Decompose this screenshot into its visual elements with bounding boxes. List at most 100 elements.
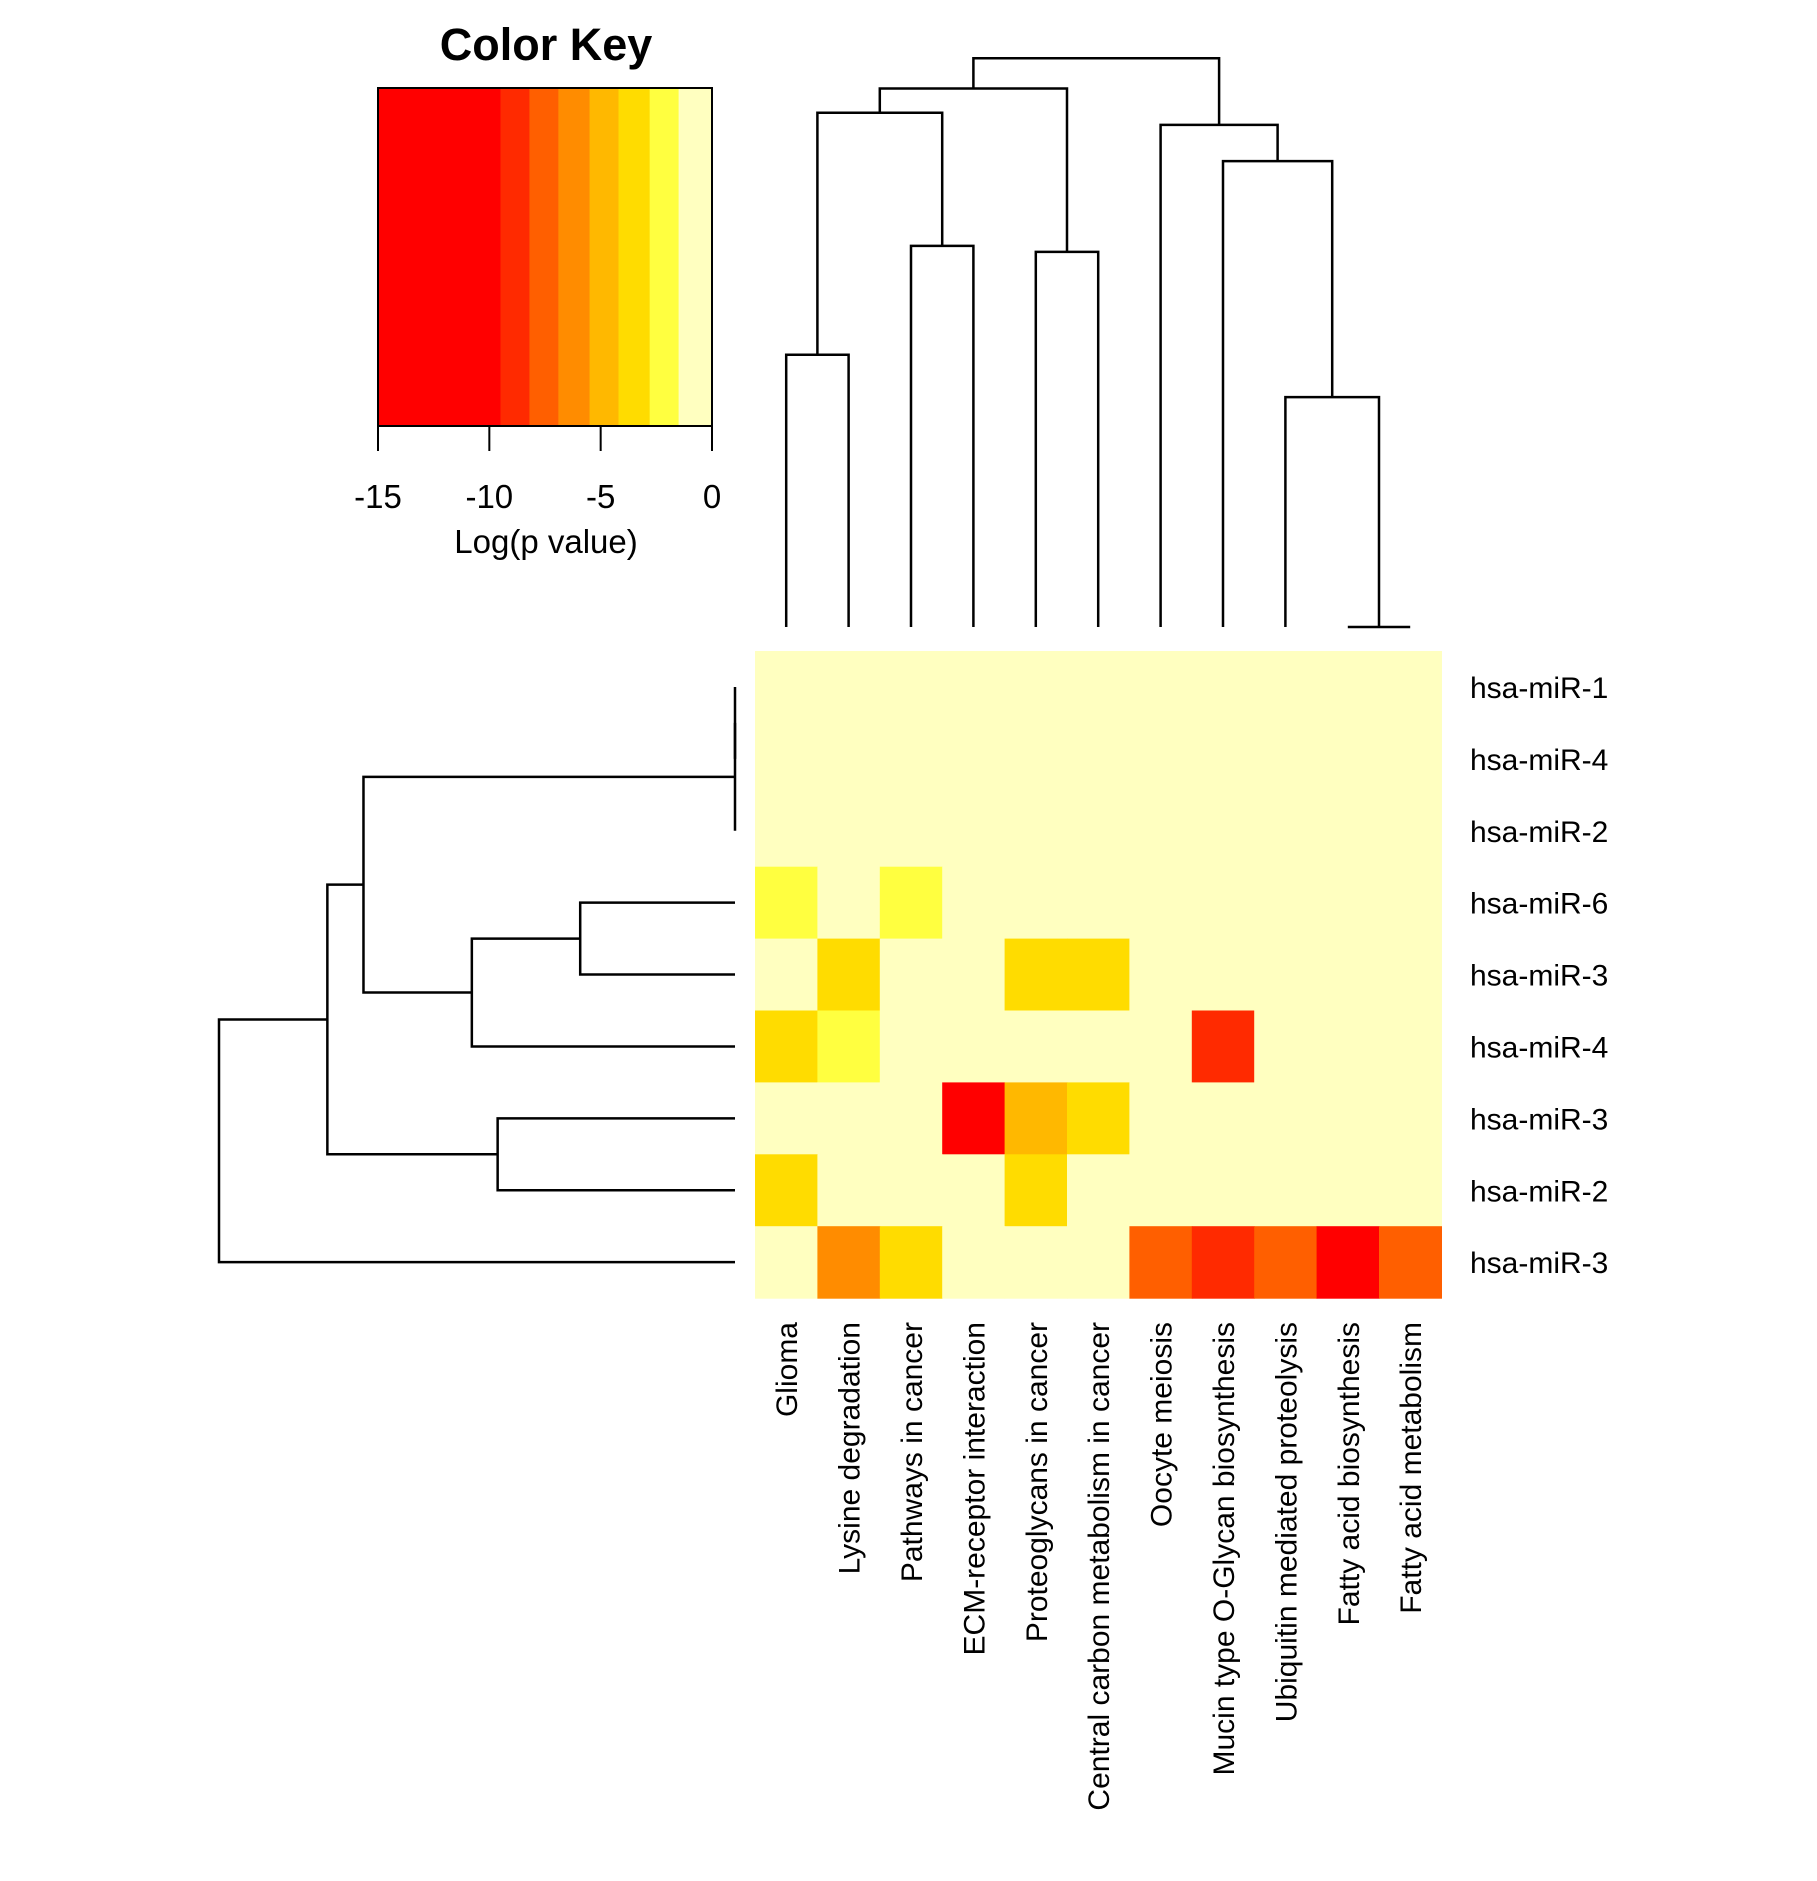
heatmap-cell xyxy=(1004,651,1068,724)
color-key-band xyxy=(589,88,619,426)
color-key-bands xyxy=(378,88,713,426)
heatmap-cell xyxy=(1254,722,1318,796)
column-label: Fatty acid metabolism xyxy=(1395,1322,1428,1614)
row-label: hsa-miR-6 xyxy=(1470,888,1608,921)
column-dendrogram-branch xyxy=(1221,159,1334,627)
heatmap-cell xyxy=(1254,866,1318,940)
heatmap-cell xyxy=(817,794,881,868)
heatmap-cell xyxy=(1067,1010,1130,1083)
row-dendrogram-branch xyxy=(470,937,735,1048)
heatmap-cell xyxy=(1254,1226,1318,1299)
heatmap-cell xyxy=(1067,1154,1130,1227)
heatmap-cell xyxy=(1067,651,1130,724)
heatmap-cell xyxy=(1254,1154,1318,1227)
heatmap-cell xyxy=(1129,1010,1193,1083)
heatmap-cell xyxy=(879,794,943,868)
column-label: Oocyte meiosis xyxy=(1146,1322,1179,1527)
color-key-band xyxy=(649,88,680,426)
column-dendrogram-branch xyxy=(784,353,850,627)
color-key-ticks: -15 -10 -5 0 xyxy=(354,425,721,515)
heatmap-cell xyxy=(1316,866,1380,940)
heatmap-cell xyxy=(817,1226,881,1299)
heatmap-cell xyxy=(1316,794,1380,868)
heatmap-cell xyxy=(879,651,943,724)
heatmap-cell xyxy=(1129,794,1193,868)
heatmap-cell xyxy=(817,1010,881,1083)
color-key-xlabel: Log(p value) xyxy=(454,523,637,560)
heatmap-cell xyxy=(1129,938,1193,1012)
heatmap-cell xyxy=(942,1226,1006,1299)
heatmap-cell xyxy=(1379,938,1442,1012)
heatmap-cell xyxy=(1067,794,1130,868)
row-label: hsa-miR-2 xyxy=(1470,1175,1608,1208)
color-key-tick-label: -5 xyxy=(586,478,615,515)
heatmap-cell xyxy=(1067,938,1130,1012)
heatmap-cell xyxy=(942,1010,1006,1083)
heatmap-cell xyxy=(1004,938,1068,1012)
color-key-band xyxy=(618,88,651,426)
column-label: Glioma xyxy=(771,1322,804,1417)
column-dendrogram-branch xyxy=(1284,395,1381,627)
column-label: ECM-receptor interaction xyxy=(958,1322,991,1655)
heatmap-cell xyxy=(1067,866,1130,940)
heatmap-cell xyxy=(1004,866,1068,940)
row-label: hsa-miR-3 xyxy=(1470,1247,1608,1280)
column-dendrogram-branch xyxy=(972,57,1221,125)
color-key-band xyxy=(558,88,591,426)
heatmap-cell xyxy=(1254,794,1318,868)
column-label: Lysine degradation xyxy=(834,1322,867,1574)
heatmap-cell xyxy=(1379,1226,1442,1299)
heatmap-cell xyxy=(1067,722,1130,796)
heatmap-cell xyxy=(879,1226,943,1299)
heatmap-cell xyxy=(1129,1154,1193,1227)
heatmap-cell xyxy=(1379,1082,1442,1155)
heatmap-cell xyxy=(1067,1226,1130,1299)
heatmap-cell xyxy=(1004,1082,1068,1155)
heatmap-cell xyxy=(1191,1154,1255,1227)
color-key-tick-label: 0 xyxy=(703,478,721,515)
heatmap-cell xyxy=(755,866,818,940)
heatmap-cell xyxy=(1316,722,1380,796)
row-label: hsa-miR-3 xyxy=(1470,1103,1608,1136)
heatmap-cell xyxy=(1004,1010,1068,1083)
row-label: hsa-miR-4 xyxy=(1470,1031,1608,1064)
row-labels: hsa-miR-1 hsa-miR-4 hsa-miR-2 hsa-miR-6 hsa-… xyxy=(1470,672,1608,1280)
color-key-band xyxy=(678,88,713,426)
color-key-band xyxy=(500,88,530,426)
heatmap-cell xyxy=(755,938,818,1012)
heatmap-cell xyxy=(755,794,818,868)
heatmap-cell xyxy=(755,1154,818,1227)
heatmap-cell xyxy=(755,651,818,724)
heatmap-cell xyxy=(879,1154,943,1227)
heatmap-cell xyxy=(1129,866,1193,940)
color-key-tick-label: -15 xyxy=(354,478,402,515)
heatmap-cell xyxy=(1316,1082,1380,1155)
heatmap-cell xyxy=(817,866,881,940)
heatmap-cell xyxy=(817,1082,881,1155)
column-labels: Glioma Lysine degradation Pathways in canc… xyxy=(771,1322,1428,1811)
heatmap-cell xyxy=(1004,722,1068,796)
heatmap-cell xyxy=(942,794,1006,868)
heatmap-cell xyxy=(1067,1082,1130,1155)
row-label: hsa-miR-4 xyxy=(1470,744,1608,777)
row-label: hsa-miR-3 xyxy=(1470,960,1608,993)
row-label: hsa-miR-1 xyxy=(1470,672,1608,705)
heatmap-cell xyxy=(1191,651,1255,724)
heatmap-cell xyxy=(1191,1226,1255,1299)
row-dendrogram-branch xyxy=(496,1117,735,1192)
column-dendrogram-branch xyxy=(816,111,944,355)
column-dendrogram-branch xyxy=(1034,250,1100,627)
heatmap-cell xyxy=(817,1154,881,1227)
row-dendrogram-branch xyxy=(578,901,735,976)
heatmap-cell xyxy=(942,866,1006,940)
row-dendrogram xyxy=(217,686,737,1264)
heatmap-cell xyxy=(1379,866,1442,940)
heatmap-cell xyxy=(817,651,881,724)
heatmap-cell xyxy=(1254,1082,1318,1155)
heatmap-cell xyxy=(1316,1154,1380,1227)
heatmap-cell xyxy=(1254,651,1318,724)
heatmap-cell xyxy=(1129,1082,1193,1155)
color-key: Color Key -15 -10 -5 0 Log(p value) xyxy=(354,19,721,560)
heatmap-cell xyxy=(1316,938,1380,1012)
column-dendrogram-branch xyxy=(909,244,975,627)
